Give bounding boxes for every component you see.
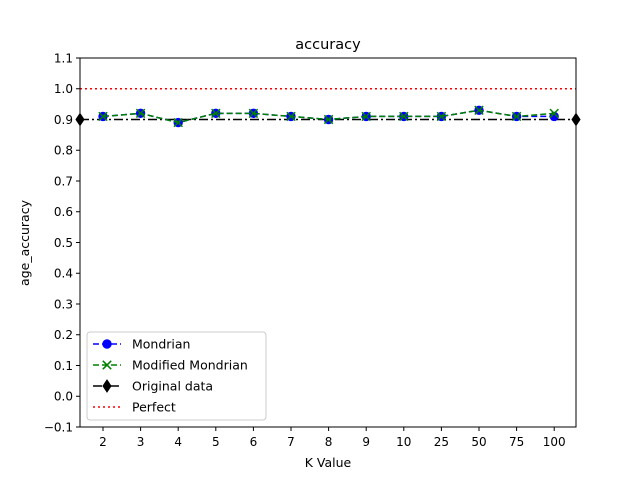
y-tick-label: 0.3 xyxy=(54,297,73,311)
legend-swatch-marker-stroke-b xyxy=(102,360,112,370)
legend-entry-modified-mondrian: Modified Mondrian xyxy=(93,357,248,372)
legend-entry-mondrian: Mondrian xyxy=(93,336,190,351)
data-point-modified-mondrian-4 xyxy=(173,117,183,128)
x-tick-label: 3 xyxy=(137,435,145,449)
axes-layer: −0.1 0.0 0.1 0.2 0.3 0.4 0.5 0.6 0.7 0.8 0.9 1.0 1.1… xyxy=(44,51,577,449)
data-point-modified-mondrian-4-stroke-b xyxy=(173,117,183,128)
x-tick-label: 4 xyxy=(174,435,182,449)
x-tick-label: 50 xyxy=(471,435,486,449)
data-point-modified-mondrian-9 xyxy=(361,111,371,122)
data-point-modified-mondrian-5 xyxy=(211,108,221,119)
chart-title: accuracy xyxy=(295,37,361,53)
legend-entry-original-data: Original data xyxy=(93,378,213,393)
data-point-modified-mondrian-8-stroke-b xyxy=(323,114,334,125)
legend-label: Perfect xyxy=(132,399,176,414)
data-point-modified-mondrian-5-stroke-b xyxy=(211,108,221,119)
chart-legend: Mondrian Modified Mondrian Original data Pe… xyxy=(86,331,267,421)
data-point-modified-mondrian-6-stroke-b xyxy=(248,108,259,119)
legend-label: Modified Mondrian xyxy=(132,357,248,372)
legend-swatch-marker xyxy=(102,339,112,349)
data-point-mondrian-100 xyxy=(549,111,559,122)
y-tick-label: 0.8 xyxy=(54,144,73,158)
legend-swatch-marker xyxy=(102,379,112,393)
legend-box xyxy=(86,331,267,421)
data-point-modified-mondrian-7 xyxy=(286,111,296,122)
data-point-modified-mondrian-2 xyxy=(98,111,108,122)
plot-content xyxy=(75,88,581,128)
data-point-modified-mondrian-75-stroke-b xyxy=(511,111,522,122)
data-point-modified-mondrian-10-stroke-b xyxy=(399,111,409,122)
data-point-modified-mondrian-7-stroke-b xyxy=(286,111,296,122)
legend-label: Original data xyxy=(132,378,213,393)
y-tick-label: 0.0 xyxy=(54,390,73,404)
data-point-modified-mondrian-25-stroke-b xyxy=(436,111,447,122)
x-tick-label: 10 xyxy=(396,435,411,449)
data-point-modified-mondrian-100-stroke-b xyxy=(549,108,559,119)
y-tick-label: 0.6 xyxy=(54,205,73,219)
x-tick-label: 25 xyxy=(434,435,449,449)
x-tick-label: 100 xyxy=(543,435,566,449)
legend-entry-perfect: Perfect xyxy=(93,399,176,414)
data-point-modified-mondrian-50 xyxy=(474,105,484,116)
y-tick-label: −0.1 xyxy=(44,420,73,434)
data-point-modified-mondrian-2-stroke-b xyxy=(98,111,108,122)
y-tick-label: 1.1 xyxy=(54,51,73,65)
x-tick-label: 6 xyxy=(250,435,258,449)
legend-label: Mondrian xyxy=(132,336,190,351)
data-point-modified-mondrian-3-stroke-b xyxy=(135,108,146,119)
data-point-modified-mondrian-50-stroke-b xyxy=(474,105,484,116)
y-tick-label: 0.2 xyxy=(54,328,73,342)
y-tick-label: 1.0 xyxy=(54,82,73,96)
y-tick-label: 0.9 xyxy=(54,113,73,127)
y-tick-label: 0.1 xyxy=(54,359,73,373)
data-point-modified-mondrian-3 xyxy=(135,108,146,119)
data-point-modified-mondrian-100 xyxy=(549,108,559,119)
y-tick-label: 0.4 xyxy=(54,267,73,281)
data-point-modified-mondrian-25 xyxy=(436,111,447,122)
y-tick-label: 0.7 xyxy=(54,174,73,188)
x-tick-label: 9 xyxy=(362,435,370,449)
x-tick-label: 75 xyxy=(509,435,524,449)
data-point-modified-mondrian-10 xyxy=(399,111,409,122)
data-point-modified-mondrian-75 xyxy=(511,111,522,122)
y-axis-label: age_accuracy xyxy=(17,199,32,286)
x-tick-label: 2 xyxy=(99,435,107,449)
x-tick-label: 5 xyxy=(212,435,220,449)
data-point-modified-mondrian-6 xyxy=(248,108,259,119)
x-tick-label: 7 xyxy=(287,435,295,449)
x-tick-label: 8 xyxy=(325,435,333,449)
legend-swatch-marker xyxy=(102,360,112,370)
data-point-modified-mondrian-9-stroke-b xyxy=(361,111,371,122)
data-point-modified-mondrian-8 xyxy=(323,114,334,125)
y-tick-label: 0.5 xyxy=(54,236,73,250)
x-axis-label: K Value xyxy=(305,455,352,470)
